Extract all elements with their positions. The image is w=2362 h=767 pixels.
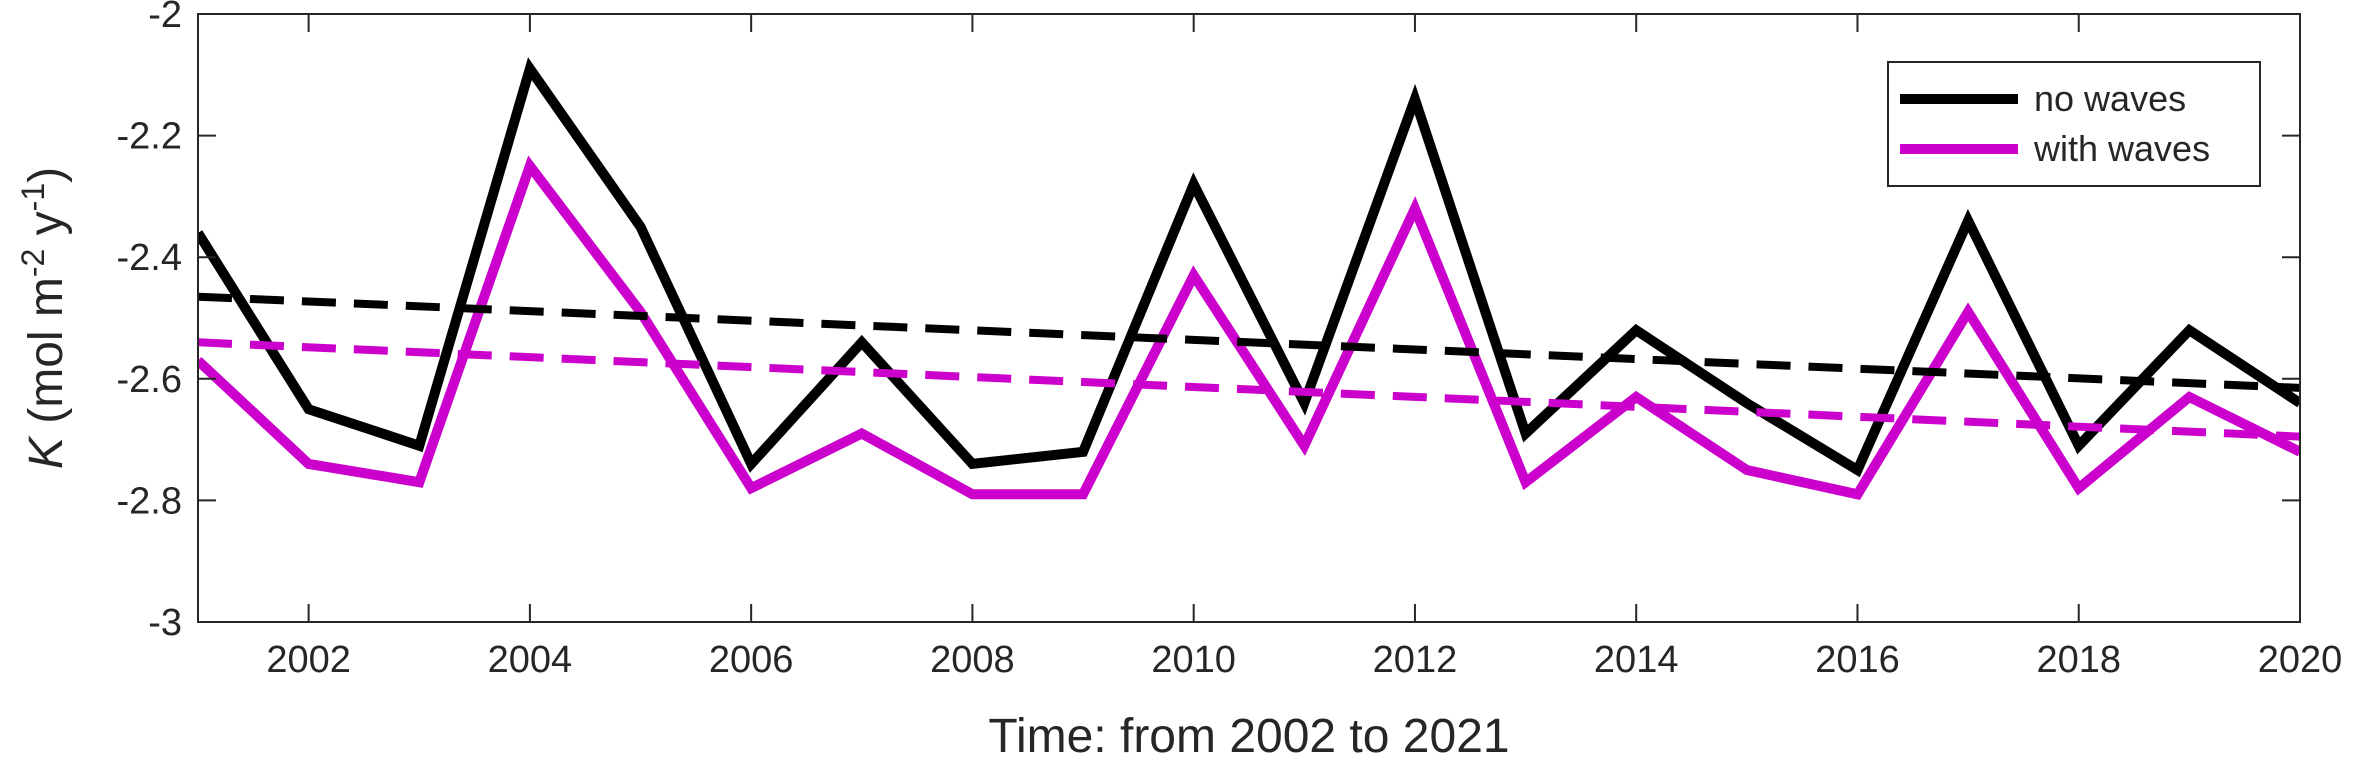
y-axis-unit-sup1: -2 (15, 249, 51, 277)
x-tick-label: 2016 (1815, 639, 1900, 681)
axes-layer: 2002 2004 2006 2008 2010 2012 2014 2016 2018 2020… (117, 0, 2343, 681)
y-axis-title: K (mol m-2 y-1) (15, 167, 73, 469)
x-tick-label: 2008 (930, 639, 1015, 681)
y-tick-label: -3 (148, 602, 182, 644)
y-axis-unit-mid: y (20, 211, 73, 248)
x-tick-label: 2018 (2036, 639, 2121, 681)
x-tick-label: 2002 (266, 639, 351, 681)
x-axis-title: Time: from 2002 to 2021 (988, 710, 1509, 763)
x-tick-label: 2020 (2258, 639, 2343, 681)
y-tick-label: -2.2 (117, 116, 182, 158)
trend-line-2 (198, 292, 2300, 392)
series-layer (198, 57, 2300, 500)
legend-label: no waves (2034, 78, 2186, 119)
y-tick-label: -2 (148, 0, 182, 36)
y-tick-label: -2.6 (117, 359, 182, 401)
plot-area-frame (197, 13, 2301, 623)
x-tick-label: 2010 (1151, 639, 1236, 681)
legend-label: with waves (2033, 128, 2210, 169)
y-tick-label: -2.4 (117, 237, 182, 279)
legend-box (1887, 61, 2261, 187)
x-tick-label: 2012 (1373, 639, 1458, 681)
x-tick-label: 2014 (1594, 639, 1679, 681)
y-axis-unit-open: (mol m (20, 277, 73, 437)
x-tick-label: 2006 (709, 639, 794, 681)
series-line-0 (198, 57, 2300, 478)
y-axis-unit-sup2: -1 (15, 183, 51, 211)
y-axis-unit-close: ) (20, 167, 73, 183)
trend-line-3 (198, 338, 2300, 441)
y-axis-symbol: K (20, 435, 73, 469)
x-tick-label: 2004 (488, 639, 573, 681)
y-tick-label: -2.8 (117, 480, 182, 522)
legend: no waves with waves (1887, 61, 2261, 187)
series-line-1 (198, 155, 2300, 500)
